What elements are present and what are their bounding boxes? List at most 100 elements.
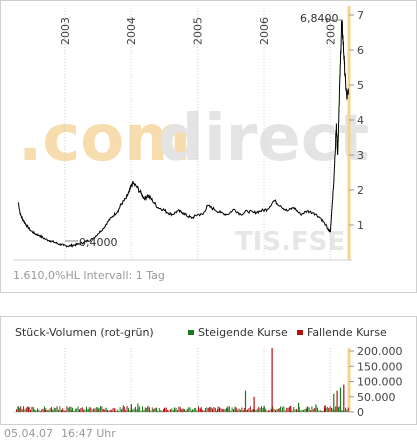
volume-bar-noise	[252, 409, 254, 412]
volume-bar-rising	[315, 404, 317, 412]
volume-bar-noise	[100, 406, 101, 412]
volume-bar-noise	[179, 407, 181, 412]
volume-bar-noise	[318, 410, 320, 412]
volume-bar-noise	[171, 408, 173, 412]
volume-bar-noise	[314, 408, 316, 412]
volume-bar-falling	[61, 409, 63, 412]
volume-bar-noise	[286, 407, 288, 412]
volume-bar-noise	[270, 408, 272, 412]
volume-bar-falling	[336, 390, 338, 412]
volume-bar-noise	[324, 406, 325, 412]
volume-bar-noise	[80, 408, 82, 412]
volume-bar-noise	[202, 409, 204, 412]
volume-bar-falling	[182, 409, 184, 412]
volume-bar-noise	[203, 410, 205, 412]
volume-bar-noise	[158, 408, 160, 412]
volume-y-tick-label: 50.000	[357, 391, 396, 404]
volume-bar-noise	[273, 409, 275, 412]
volume-bar-noise	[321, 411, 323, 412]
volume-bar-noise	[76, 408, 78, 412]
volume-bar-noise	[308, 407, 310, 412]
volume-bar-noise	[77, 406, 79, 412]
volume-bar-falling	[97, 409, 99, 412]
volume-bar-rising	[155, 408, 158, 412]
volume-bar-noise	[210, 407, 212, 412]
volume-bar-falling	[163, 407, 166, 412]
volume-bar-noise	[241, 407, 243, 412]
volume-bar-noise	[191, 410, 192, 412]
volume-bar-noise	[21, 409, 23, 412]
volume-bar-noise	[251, 410, 253, 412]
volume-bar-noise	[95, 407, 97, 412]
volume-bar-noise	[185, 410, 187, 412]
volume-bar-noise	[168, 410, 170, 412]
volume-bar-noise	[161, 410, 163, 412]
volume-bar-noise	[238, 408, 240, 412]
volume-bar-noise	[167, 409, 169, 412]
volume-bar-noise	[46, 410, 48, 412]
volume-bar-noise	[108, 410, 110, 412]
volume-bar-noise	[293, 407, 295, 412]
price-y-tick-label: 7	[357, 9, 364, 22]
volume-bar-noise	[198, 406, 199, 412]
volume-bar-noise	[83, 409, 85, 412]
volume-panel-frame	[0, 316, 417, 425]
volume-bar-noise	[104, 409, 106, 412]
volume-bar-falling	[217, 409, 219, 412]
volume-bar-noise	[42, 408, 44, 412]
price-panel: .com direct TIS.FSE 2003 2004 2005 2006 2007…	[0, 0, 417, 293]
volume-bar-noise	[184, 409, 185, 412]
volume-bar-noise	[196, 410, 198, 412]
volume-bar-noise	[153, 409, 155, 412]
volume-bar-noise	[73, 410, 75, 412]
volume-bar-noise	[247, 409, 248, 412]
volume-bar-noise	[102, 409, 104, 412]
volume-bar-falling	[200, 408, 202, 412]
volume-bar-noise	[234, 406, 236, 412]
volume-bar-noise	[84, 409, 86, 412]
volume-bar-noise	[212, 408, 213, 412]
volume-bar-noise	[206, 407, 208, 412]
volume-bar-noise	[338, 407, 339, 412]
volume-bar-noise	[69, 406, 71, 412]
volume-bar-noise	[125, 410, 127, 412]
volume-bar-noise	[132, 409, 134, 412]
volume-bar-noise	[189, 407, 191, 412]
volume-bar-noise	[231, 407, 233, 412]
price-y-tick-label: 5	[357, 79, 364, 92]
volume-bar-noise	[172, 410, 174, 412]
volume-bar-rising	[137, 403, 139, 412]
watermark-com: .com	[18, 102, 191, 176]
volume-bar-noise	[335, 406, 337, 412]
volume-bar-noise	[38, 409, 40, 412]
volume-bar-noise	[261, 406, 262, 412]
volume-bar-noise	[37, 408, 38, 412]
volume-bar-noise	[328, 408, 330, 412]
volume-bar-noise	[275, 410, 276, 412]
volume-bar-noise	[93, 408, 94, 412]
volume-bar-noise	[345, 407, 346, 412]
volume-bar-noise	[163, 409, 164, 412]
volume-bar-noise	[135, 406, 136, 412]
volume-bar-noise	[55, 408, 57, 412]
volume-bar-noise	[214, 407, 216, 412]
volume-bar-noise	[346, 409, 348, 412]
volume-bar-noise	[245, 410, 247, 412]
volume-bar-noise	[205, 408, 206, 412]
volume-bar-noise	[58, 409, 59, 412]
volume-bar-noise	[268, 410, 269, 412]
volume-bars	[16, 348, 349, 412]
volume-bar-noise	[277, 408, 279, 412]
price-footer-text: 1.610,0%HL Intervall: 1 Tag	[13, 269, 165, 282]
volume-y-ticks: 0 50.000 100.000 150.000 200.000	[349, 345, 403, 419]
volume-bar-noise	[151, 407, 153, 412]
volume-bar-noise	[146, 408, 148, 412]
volume-bar-noise	[23, 406, 24, 412]
price-y-tick-label: 4	[357, 114, 364, 127]
high-annotation: 6,8400	[300, 12, 339, 25]
volume-bar-noise	[294, 409, 296, 412]
footer-date: 05.04.07	[4, 427, 53, 440]
volume-bar-noise	[332, 408, 334, 412]
volume-bar-noise	[186, 408, 188, 412]
